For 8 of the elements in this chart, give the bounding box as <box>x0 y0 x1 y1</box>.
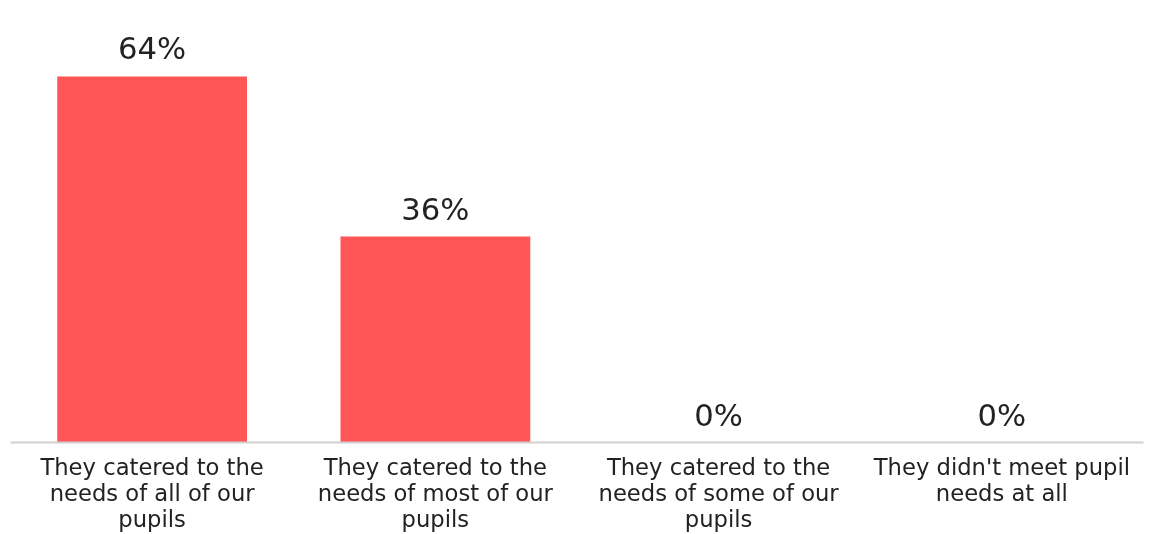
data-label: 0% <box>977 397 1027 433</box>
x-tick-label: They catered to the needs of some of our pupils <box>598 453 840 532</box>
x-tick-label: They didn't meet pupil needs at all <box>872 453 1130 506</box>
data-label: 0% <box>694 397 743 433</box>
data-label: 64% <box>118 31 187 67</box>
data-label: 36% <box>401 191 470 227</box>
x-tick-label: They catered to the needs of all of our pupils <box>39 453 264 532</box>
x-tick-label: They catered to the needs of most of our pupils <box>317 453 554 532</box>
